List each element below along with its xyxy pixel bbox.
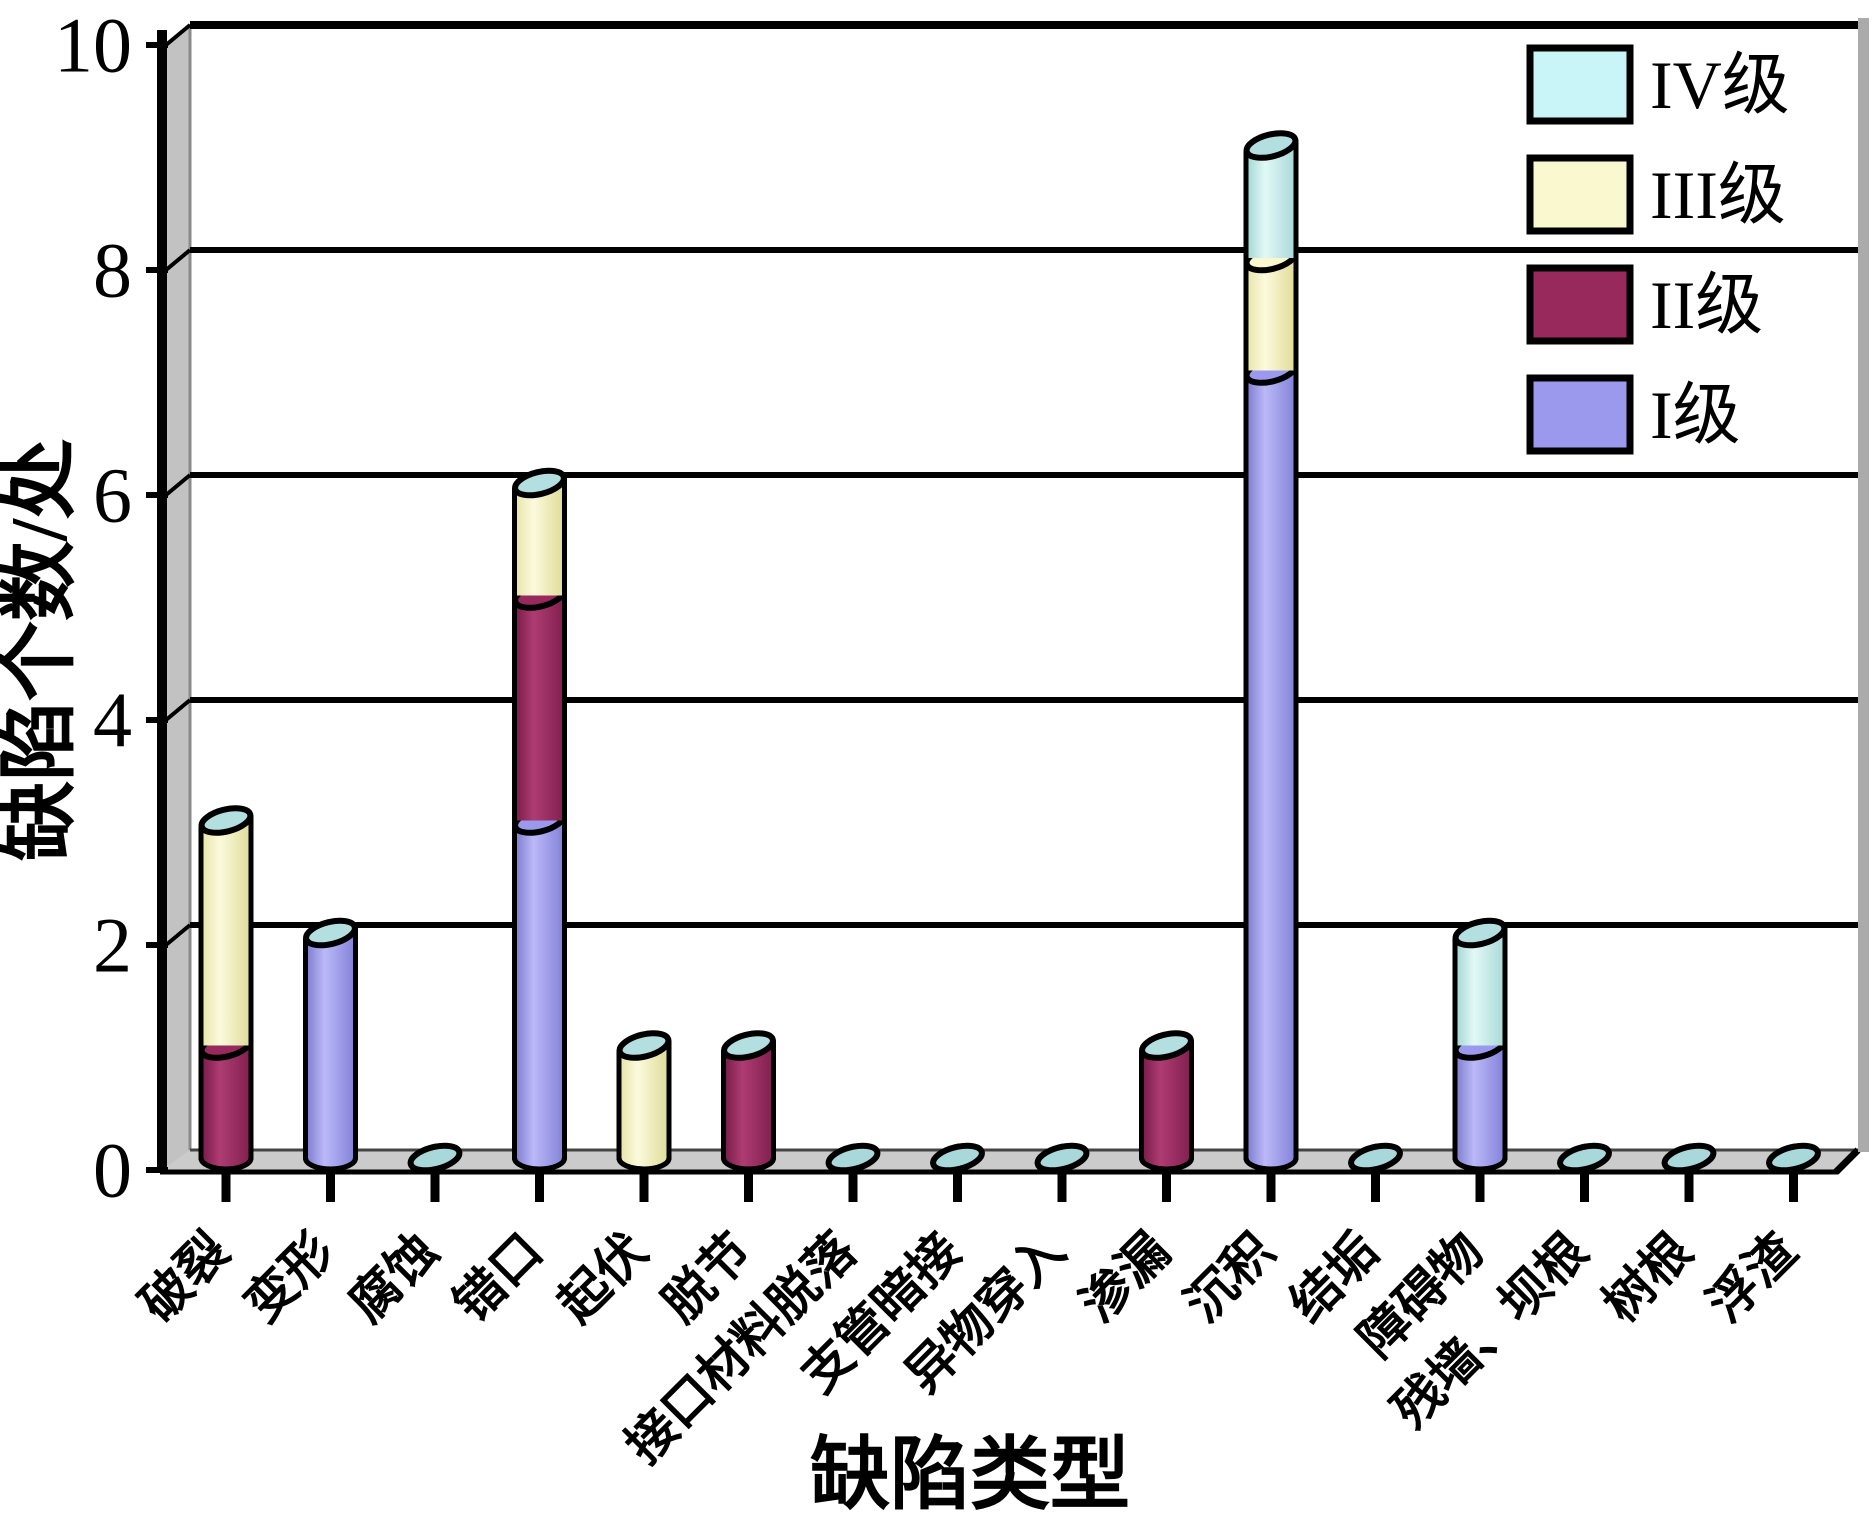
bar-group [930,1142,985,1174]
bar-segment [1246,258,1296,371]
bar-segment [201,1045,251,1158]
bar-segment [723,1045,774,1158]
legend-entry-label: II级 [1650,267,1763,343]
y-tick-bevel [164,23,192,47]
legend-entry-label: III级 [1650,157,1786,233]
gridlines [190,21,1858,928]
category-label: 腐蚀 [338,1222,448,1332]
zero-marker [1557,1142,1612,1174]
bar-segment [1455,933,1505,1046]
cylinder-cap [198,805,254,836]
bar-segment [1141,1045,1192,1158]
y-tick-label: 8 [93,227,132,314]
cylinder-cap [1139,1030,1194,1061]
y-axis: 0 2 4 6 8 10 [54,2,192,1214]
y-tick-label: 10 [54,2,132,89]
zero-marker [1034,1142,1090,1174]
category-label: 破裂 [129,1222,239,1332]
zero-marker [930,1142,985,1174]
cylinder-outline [1243,140,1299,1172]
cylinder-cap [616,1030,672,1061]
category-label: 错口 [443,1222,553,1332]
y-tick-bevel [164,923,192,947]
cylinder-outline [616,1040,672,1172]
x-axis: 破裂变形腐蚀错口起伏脱节接口材料脱落支管暗接异物穿入渗漏沉积结垢障碍物残墙、坝根… [129,1172,1808,1474]
zero-marker [1348,1142,1403,1174]
category-label: 浮渣 [1697,1221,1808,1332]
y-tick-bevel [164,698,192,722]
bar-segment [514,483,565,596]
legend-entry: IV级 [1526,44,1790,125]
y-tick-bevel [164,248,192,272]
bar-group [512,467,567,1172]
bars [198,130,1821,1174]
bar-segment [305,933,356,1158]
x-axis-title: 缺陷类型 [810,1432,1130,1520]
category-label: 起伏 [547,1222,657,1332]
zero-marker [407,1142,463,1174]
bar-group [1243,130,1299,1172]
legend-entry: I级 [1526,374,1741,455]
bar-group [1661,1142,1717,1174]
bar-group [1452,917,1508,1172]
category-label: 沉积 [1174,1222,1284,1332]
bar-group [1348,1142,1403,1174]
legend-entry: III级 [1526,154,1786,235]
bar-segment [514,820,565,1158]
category-label: 树根 [1592,1222,1702,1332]
category-label: 变形 [234,1222,344,1332]
cylinder-outline [1139,1040,1194,1172]
bar-group [198,805,254,1172]
floor [162,1150,1858,1172]
legend-entry: II级 [1526,264,1763,345]
legend-swatch [1526,264,1634,345]
legend-swatch [1526,374,1634,455]
cylinder-outline [512,478,567,1172]
bar-group [721,1030,776,1172]
cylinder-outline [1452,928,1508,1172]
bar-group [616,1030,672,1172]
bar-segment [1246,145,1296,258]
cylinder-cap [721,1030,776,1061]
bar-group [1034,1142,1090,1174]
floor-right-bevel [1833,1147,1861,1175]
bar-segment [1455,1045,1505,1158]
cylinder-cap [1243,130,1299,161]
right-wall-strip [1858,18,1869,1152]
legend-entry-label: IV级 [1650,47,1790,123]
y-tick-label: 4 [93,677,132,764]
bar-group [1139,1030,1194,1172]
zero-marker [1661,1142,1717,1174]
y-tick-label: 0 [93,1127,132,1214]
category-label: 渗漏 [1070,1222,1180,1332]
cylinder-outline [721,1040,776,1172]
bar-group [407,1142,463,1174]
legend-entry-label: I级 [1650,377,1741,453]
cylinder-outline [303,928,358,1172]
y-tick-bevel [164,473,192,497]
cylinder-outline [198,815,254,1172]
bar-segment [619,1045,669,1158]
bar-group [1766,1142,1821,1174]
back-wall-left [166,24,190,1170]
y-tick-label: 6 [93,452,132,539]
bar-group [1557,1142,1612,1174]
y-axis-title: 缺陷个数/处 [0,439,84,861]
bar-segment [201,820,251,1046]
zero-marker [825,1142,881,1174]
bar-segment [514,595,565,821]
cylinder-cap [1452,917,1508,949]
zero-marker [1766,1142,1821,1174]
legend: IV级 III级 II级 I级 [1526,44,1790,455]
bar-segment [1246,370,1296,1158]
legend-swatch [1526,154,1634,235]
legend-swatch [1526,44,1634,125]
y-tick-label: 2 [93,902,132,989]
cylinder-cap [303,917,358,949]
bar-group [303,917,358,1172]
bar-group [825,1142,881,1174]
cylinder-cap [512,467,567,499]
